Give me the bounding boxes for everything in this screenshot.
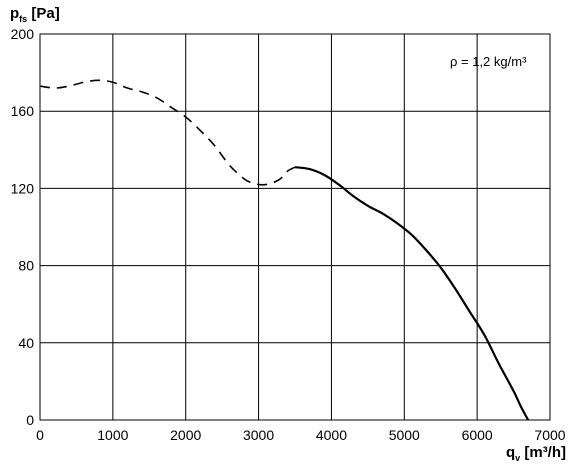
x-tick-label-1: 1000 (97, 427, 128, 443)
x-tick-label-7: 7000 (534, 427, 565, 443)
grid (39, 33, 551, 421)
x-axis-label-main: q (506, 444, 515, 461)
curve-dashed-0 (39, 79, 296, 186)
y-tick-label-1: 40 (18, 335, 34, 351)
plot-frame (39, 33, 551, 421)
x-tick-label-0: 0 (36, 427, 44, 443)
curve-solid-1 (294, 166, 530, 421)
x-axis-label-unit: [m³/h] (520, 444, 566, 461)
y-axis-label: pfs [Pa] (10, 5, 60, 24)
x-tick-labels: 0 1000 2000 3000 4000 5000 6000 7000 (36, 427, 566, 443)
y-tick-labels: 0 40 80 120 160 200 (11, 26, 35, 428)
x-tick-label-5: 5000 (389, 427, 420, 443)
y-tick-label-5: 200 (11, 26, 35, 42)
x-tick-label-6: 6000 (462, 427, 493, 443)
y-axis-label-unit: [Pa] (27, 5, 60, 22)
y-tick-label-2: 80 (18, 258, 34, 274)
x-axis-label-sub: v (515, 453, 520, 463)
y-tick-label-0: 0 (26, 412, 34, 428)
x-axis-label: qv [m³/h] (506, 444, 566, 463)
x-tick-label-4: 4000 (316, 427, 347, 443)
y-axis-label-main: p (10, 5, 19, 22)
density-annotation: ρ = 1,2 kg/m³ (450, 54, 527, 69)
x-tick-label-3: 3000 (243, 427, 274, 443)
x-tick-label-2: 2000 (170, 427, 201, 443)
y-axis-label-sub: fs (19, 14, 27, 24)
y-tick-label-4: 160 (11, 103, 35, 119)
y-tick-label-3: 120 (11, 180, 35, 196)
curves (39, 79, 530, 421)
